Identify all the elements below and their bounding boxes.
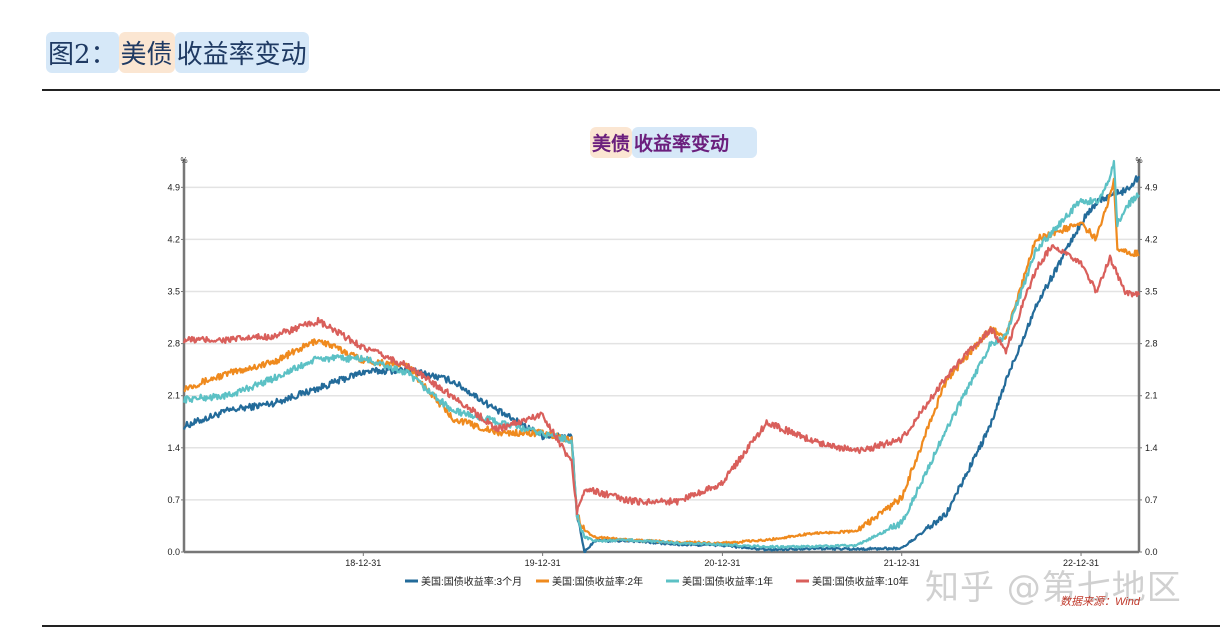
chart-title-rest: 收益率变动 [632, 126, 758, 158]
top-divider [42, 89, 1220, 91]
y-tick-label-right: 3.5 [1145, 287, 1158, 297]
x-tick-label: 21-12-31 [884, 558, 920, 568]
y-tick-label-left: 1.4 [167, 443, 180, 453]
chart-title-highlight: 美债 [590, 126, 633, 158]
y-tick-label-right: 0.7 [1145, 495, 1158, 505]
series-line [182, 175, 1141, 553]
page-title: 图2： 美债 收益率变动 [46, 31, 309, 73]
y-tick-label-left: 2.8 [167, 339, 180, 349]
y-tick-label-left: 4.9 [167, 182, 180, 192]
watermark: 知乎 @第七地区 [925, 568, 1182, 608]
page-title-highlight: 美债 [118, 31, 175, 73]
series-line [182, 159, 1140, 549]
y-tick-label-right: 2.1 [1145, 391, 1158, 401]
y-tick-label-right: 4.2 [1145, 234, 1158, 244]
chart-axes: 0.0 0.0 0.7 0.7 1.4 1.4 2.1 2.1 2.8 2.8 3.5 3.5 4.2 4… [167, 156, 1157, 568]
x-tick-label: 19-12-31 [525, 558, 561, 568]
chart-series [182, 159, 1141, 553]
page-title-rest: 收益率变动 [174, 31, 309, 73]
y-tick-label-right: 1.4 [1145, 443, 1158, 453]
y-unit-label-left: % [180, 156, 187, 165]
series-line [183, 177, 1140, 546]
legend-label: 美国:国债收益率:1年 [682, 575, 773, 588]
data-source: 数据来源：Wind [1060, 596, 1140, 608]
legend-label: 美国:国债收益率:2年 [552, 575, 643, 588]
legend-label: 美国:国债收益率:3个月 [421, 575, 522, 588]
y-tick-label-left: 0.7 [167, 495, 180, 505]
legend-label: 美国:国债收益率:10年 [812, 575, 909, 588]
x-tick-label: 20-12-31 [704, 558, 740, 568]
y-tick-label-right: 0.0 [1145, 547, 1158, 557]
y-unit-label-right: % [1135, 156, 1142, 165]
series-line [182, 244, 1141, 516]
chart-title: 美债 收益率变动 [590, 125, 758, 159]
x-tick-label: 18-12-31 [345, 558, 381, 568]
y-tick-label-left: 0.0 [167, 547, 180, 557]
y-tick-label-left: 3.5 [167, 287, 180, 297]
y-tick-label-right: 2.8 [1145, 339, 1158, 349]
bottom-divider [42, 625, 1220, 627]
y-tick-label-left: 2.1 [167, 391, 180, 401]
page-title-prefix: 图2： [46, 31, 119, 73]
x-tick-label: 22-12-31 [1063, 558, 1099, 568]
y-tick-label-left: 4.2 [167, 234, 180, 244]
chart-legend: 美国:国债收益率:3个月 美国:国债收益率:2年 美国:国债收益率:1年 美国:国债收… [405, 575, 909, 588]
y-tick-label-right: 4.9 [1145, 182, 1158, 192]
